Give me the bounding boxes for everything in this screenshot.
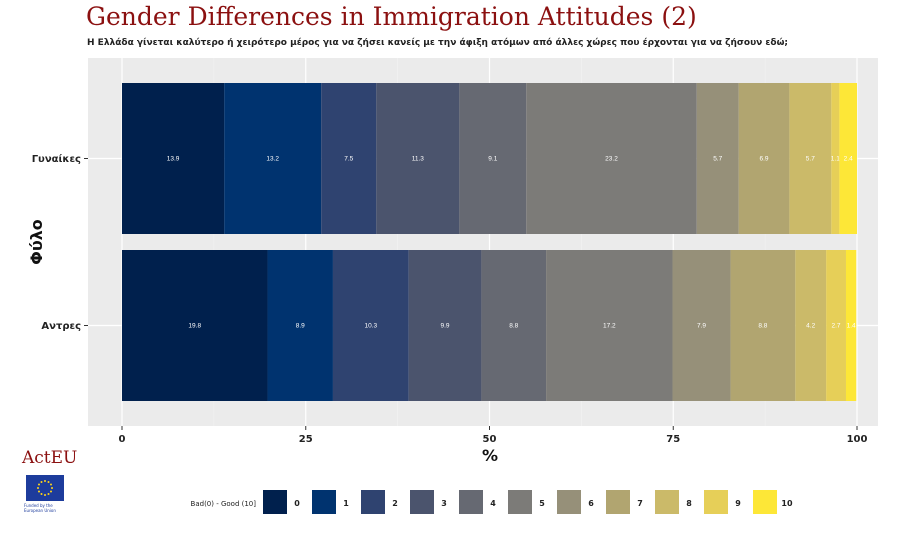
legend-label: 2 — [392, 499, 398, 508]
bar-segment — [459, 83, 527, 234]
data-label: 1.4 — [847, 323, 856, 330]
bar-segment — [526, 83, 697, 234]
logo-text: ActEU — [22, 448, 78, 468]
eu-caption: Funded by the European Union — [24, 503, 56, 513]
x-tick-label: 100 — [847, 434, 868, 445]
legend-label: 7 — [637, 499, 643, 508]
y-tick-label: Γυναίκες — [32, 153, 81, 165]
data-label: 23.2 — [605, 156, 618, 163]
eu-flag-icon — [26, 475, 64, 501]
x-axis-label: % — [482, 446, 498, 465]
legend-swatch — [753, 490, 777, 514]
data-label: 2.7 — [832, 323, 841, 330]
data-label: 6.9 — [759, 156, 768, 163]
data-label: 13.9 — [167, 156, 180, 163]
legend-swatch — [459, 490, 483, 514]
data-label: 8.8 — [509, 323, 518, 330]
x-tick-label: 0 — [119, 434, 126, 445]
legend-swatch — [361, 490, 385, 514]
bar-segment — [122, 250, 268, 401]
legend-swatch — [410, 490, 434, 514]
bar-segment — [332, 250, 409, 401]
bar-segment — [738, 83, 790, 234]
bar-segment — [696, 83, 739, 234]
data-label: 17.2 — [603, 323, 616, 330]
data-label: 13.2 — [266, 156, 279, 163]
legend-label: 9 — [735, 499, 741, 508]
chart-subtitle: Η Ελλάδα γίνεται καλύτερο ή χειρότερο μέ… — [87, 38, 789, 48]
data-label: 4.2 — [806, 323, 815, 330]
legend-swatch — [557, 490, 581, 514]
bar-segment — [795, 250, 827, 401]
data-label: 7.5 — [344, 156, 353, 163]
legend-label: 5 — [539, 499, 545, 508]
data-label: 19.8 — [188, 323, 201, 330]
data-label: 8.8 — [758, 323, 767, 330]
legend-label: 1 — [343, 499, 349, 508]
legend-label: 4 — [490, 499, 496, 508]
data-label: 1.1 — [831, 156, 840, 163]
bar-segment — [321, 83, 377, 234]
data-label: 9.9 — [441, 323, 450, 330]
chart-title: Gender Differences in Immigration Attitu… — [86, 2, 697, 31]
x-tick-label: 25 — [299, 434, 313, 445]
data-label: 9.1 — [488, 156, 497, 163]
y-axis-label: Φύλο — [27, 219, 46, 265]
bar-segment — [224, 83, 322, 234]
legend-swatch — [655, 490, 679, 514]
bar-segment — [730, 250, 796, 401]
legend-swatch — [508, 490, 532, 514]
legend-label: 0 — [294, 499, 300, 508]
legend-swatch — [312, 490, 336, 514]
legend-swatch — [704, 490, 728, 514]
bar-segment — [789, 83, 832, 234]
y-tick-label: Αντρες — [41, 321, 81, 332]
bar-segment — [672, 250, 731, 401]
legend-swatch — [263, 490, 287, 514]
bar-segment — [481, 250, 547, 401]
data-label: 10.3 — [364, 323, 377, 330]
legend-label: 10 — [781, 499, 793, 508]
data-label: 2.4 — [844, 156, 853, 163]
bar-segment — [845, 250, 857, 401]
bar-segment — [831, 83, 840, 234]
legend-swatch — [606, 490, 630, 514]
bar-segment — [122, 83, 225, 234]
bar-segment — [546, 250, 673, 401]
data-label: 7.9 — [697, 323, 706, 330]
data-label: 11.3 — [412, 156, 425, 163]
data-label: 5.7 — [806, 156, 815, 163]
bar-segment — [376, 83, 460, 234]
acteu-logo: ActEU — [22, 448, 77, 468]
legend-label: 3 — [441, 499, 447, 508]
bar-segment — [267, 250, 333, 401]
data-label: 5.7 — [713, 156, 722, 163]
data-label: 8.9 — [296, 323, 305, 330]
x-tick-label: 50 — [483, 434, 497, 445]
bar-segment — [408, 250, 482, 401]
bar-segment — [839, 83, 857, 234]
x-tick-label: 75 — [666, 434, 680, 445]
legend-title: Bad(0) - Good (10] — [191, 500, 257, 508]
legend-label: 6 — [588, 499, 594, 508]
legend-label: 8 — [686, 499, 692, 508]
bar-segment — [826, 250, 846, 401]
